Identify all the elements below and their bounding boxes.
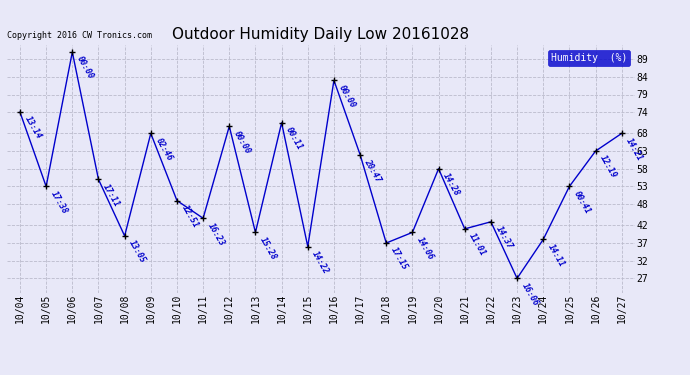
Text: 15:28: 15:28 — [258, 235, 279, 261]
Text: 14:06: 14:06 — [415, 235, 435, 261]
Legend: Humidity  (%): Humidity (%) — [548, 50, 630, 66]
Text: 00:00: 00:00 — [337, 83, 357, 109]
Text: Copyright 2016 CW Tronics.com: Copyright 2016 CW Tronics.com — [7, 31, 152, 40]
Text: 13:05: 13:05 — [128, 239, 148, 265]
Text: 13:14: 13:14 — [23, 115, 43, 141]
Text: 00:41: 00:41 — [572, 189, 593, 215]
Text: 14:11: 14:11 — [546, 242, 566, 268]
Text: 20:47: 20:47 — [363, 158, 383, 183]
Text: 14:21: 14:21 — [624, 136, 644, 162]
Text: 14:28: 14:28 — [442, 171, 462, 198]
Text: 12:51: 12:51 — [179, 203, 200, 229]
Text: 14:22: 14:22 — [310, 249, 331, 276]
Title: Outdoor Humidity Daily Low 20161028: Outdoor Humidity Daily Low 20161028 — [172, 27, 469, 42]
Text: 00:11: 00:11 — [284, 126, 305, 152]
Text: 16:23: 16:23 — [206, 221, 226, 247]
Text: 17:15: 17:15 — [389, 246, 409, 272]
Text: 11:01: 11:01 — [468, 232, 488, 258]
Text: 00:00: 00:00 — [232, 129, 253, 155]
Text: 17:11: 17:11 — [101, 182, 121, 208]
Text: 16:06: 16:06 — [520, 281, 540, 307]
Text: 12:19: 12:19 — [598, 154, 619, 180]
Text: 14:37: 14:37 — [493, 225, 514, 251]
Text: 02:46: 02:46 — [154, 136, 174, 162]
Text: 00:00: 00:00 — [75, 55, 95, 81]
Text: 17:38: 17:38 — [49, 189, 69, 215]
